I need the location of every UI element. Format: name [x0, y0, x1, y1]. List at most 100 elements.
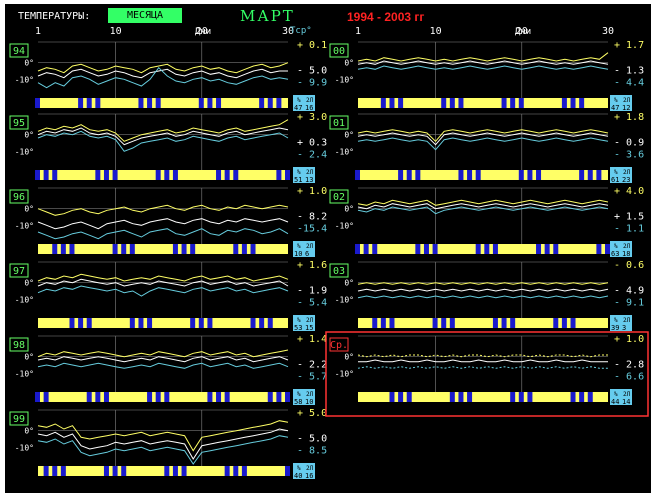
precip-bar	[276, 98, 282, 108]
badge-text: %	[614, 391, 618, 398]
precip-bar	[536, 244, 542, 254]
series-line-mean	[37, 68, 288, 79]
precip-strip	[35, 392, 290, 402]
value-mean: - 1.9	[297, 285, 327, 296]
precip-strip	[355, 170, 608, 180]
precip-bar	[415, 170, 421, 180]
y-tick-label: -10°	[335, 369, 354, 378]
series-line-mean	[37, 278, 289, 287]
precip-bar	[155, 98, 161, 108]
badge-text: 61	[611, 176, 619, 184]
precip-bar	[69, 244, 75, 254]
days-label: Дни	[195, 27, 211, 37]
value-min: - 9.9	[297, 77, 327, 88]
value-mean: - 2.2	[297, 359, 327, 370]
value-labels: + 1.8 - 0.9- 3.6	[614, 112, 644, 160]
precip-bar	[216, 170, 222, 180]
badge-text: 51	[294, 176, 302, 184]
precip-bar	[190, 318, 196, 328]
precip-bar	[544, 244, 550, 254]
panel-98: 98 0° -10° + 1.4 - 2.2- 5.7% 2Л 58 10	[9, 334, 327, 406]
year-label: Ср.	[329, 337, 349, 352]
precip-bar	[492, 318, 498, 328]
precip-bar	[267, 98, 273, 108]
precip-bar	[467, 392, 473, 402]
precip-bar	[285, 466, 290, 476]
precip-bar	[35, 170, 40, 180]
value-min: - 5.7	[297, 371, 327, 382]
value-labels: + 1.6 - 1.9- 5.4	[297, 260, 327, 308]
series-line-min	[357, 206, 609, 215]
value-mean: + 0.3	[297, 137, 327, 148]
precip-bar	[43, 392, 49, 402]
series-line-min	[357, 137, 609, 151]
stats-badge: % 2Л 47 16	[293, 95, 315, 112]
precip-bar	[35, 392, 40, 402]
y-tick-label: -10°	[15, 147, 34, 156]
precip-bar	[389, 392, 395, 402]
x-tick-label: 10	[110, 26, 122, 37]
value-mean: - 2.8	[614, 359, 644, 370]
badge-text: 58	[294, 398, 302, 406]
precip-bar	[224, 466, 230, 476]
precip-bar	[138, 98, 144, 108]
panel-Ср.: Ср. 0° -10° + 1.0 - 2.8- 6.6% 2Л 44 14	[325, 331, 649, 417]
badge-text: 39	[611, 324, 619, 332]
precip-bar	[216, 392, 222, 402]
years-label: 1994 - 2003 гг	[347, 10, 425, 24]
precip-bar	[86, 392, 92, 402]
precip-strip	[355, 244, 610, 254]
precip-bar	[35, 98, 40, 108]
value-max: + 1.8	[614, 112, 644, 123]
y-tick-label: 0°	[344, 59, 354, 68]
precip-bg	[358, 98, 608, 108]
y-tick-label: 0°	[344, 279, 354, 288]
badge-bg	[610, 95, 632, 111]
series-line-max	[37, 62, 289, 74]
precip-bg	[38, 244, 288, 254]
year-label-box	[329, 263, 349, 278]
precip-bar	[207, 318, 213, 328]
stats-badge: % 2Л 63 18	[610, 241, 632, 258]
y-tick-label: -10°	[335, 147, 354, 156]
precip-bar	[52, 244, 58, 254]
year-label-text: Ср.	[330, 340, 348, 351]
value-max: + 1.7	[614, 40, 644, 51]
precip-bar	[103, 170, 109, 180]
series-line-min	[37, 285, 289, 297]
badge-text: 63	[611, 250, 619, 258]
year-label-box	[9, 337, 29, 352]
badge-bg	[293, 95, 315, 111]
badge-bg	[293, 389, 315, 405]
precip-bar	[536, 170, 542, 180]
precip-strip	[358, 392, 608, 402]
precip-bar	[69, 318, 75, 328]
stats-badge: % 2Л 61 23	[610, 167, 632, 184]
year-label: 02	[329, 189, 349, 204]
precip-strip	[35, 170, 290, 180]
year-label: 98	[9, 337, 29, 352]
value-mean: - 4.9	[614, 285, 644, 296]
series-line-min	[37, 435, 289, 465]
badge-text: 47	[611, 104, 619, 112]
badge-text: 3	[622, 324, 626, 332]
precip-bar	[596, 244, 602, 254]
badge-text: 2Л	[623, 169, 631, 176]
series-line-mean	[37, 428, 289, 460]
precip-bar	[43, 466, 49, 476]
badge-text: %	[614, 97, 618, 104]
badge-text: 2Л	[306, 317, 314, 324]
y-tick-label: -10°	[335, 295, 354, 304]
series-line-mean	[37, 356, 289, 363]
badge-bg	[610, 389, 632, 405]
precip-bar	[372, 244, 378, 254]
period-button[interactable]: МЕСЯЦА	[108, 8, 182, 23]
precip-bar	[398, 170, 404, 180]
badge-text: 12	[622, 104, 630, 112]
precip-bar	[138, 318, 144, 328]
stats-badge: % 2Л 47 12	[610, 95, 632, 112]
x-tick-label: 20	[196, 26, 208, 37]
panel-95: 95 0° -10° + 3.0 + 0.3- 2.4% 2Л 51 13	[9, 112, 327, 184]
precip-bar	[233, 170, 239, 180]
precip-bar	[458, 392, 464, 402]
